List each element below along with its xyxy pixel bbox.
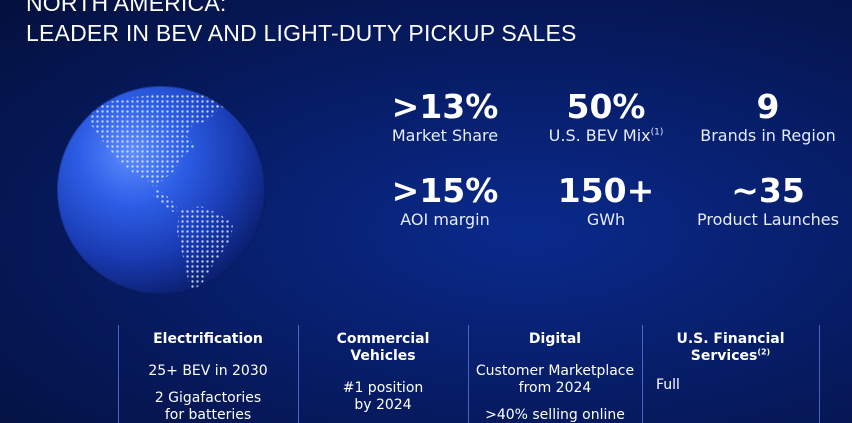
pillar-financial-services: U.S. Financial Services(2) Full: [642, 331, 819, 394]
divider: [118, 325, 119, 423]
metric-product-launches: ~35 Product Launches: [688, 172, 848, 230]
metric-market-share: >13% Market Share: [365, 88, 525, 146]
metrics-grid: >13% Market Share 50% U.S. BEV Mix(1) 9 …: [373, 88, 851, 248]
divider: [819, 325, 820, 423]
metric-value: 50%: [566, 87, 646, 126]
pillar-heading: Digital: [528, 331, 582, 347]
pillar-heading: Services(2): [690, 347, 771, 364]
metric-label: Market Share: [391, 126, 499, 145]
pillar-item: from 2024: [518, 380, 592, 396]
pillar-item: Customer Marketplace: [475, 363, 635, 379]
pillar-electrification: Electrification 25+ BEV in 2030 2 Gigafa…: [118, 331, 298, 423]
metric-bev-mix: 50% U.S. BEV Mix(1): [526, 88, 686, 146]
metric-aoi-margin: >15% AOI margin: [365, 172, 525, 230]
pillar-digital: Digital Customer Marketplace from 2024 >…: [468, 331, 642, 423]
metric-value: 9: [756, 87, 780, 126]
pillar-item: 25+ BEV in 2030: [148, 363, 268, 379]
page-title: NORTH AMERICA: LEADER IN BEV AND LIGHT-D…: [26, 0, 577, 48]
title-line-2: LEADER IN BEV AND LIGHT-DUTY PICKUP SALE…: [26, 20, 577, 46]
divider: [642, 325, 643, 423]
metric-label: U.S. BEV Mix(1): [548, 126, 664, 145]
metric-brands: 9 Brands in Region: [688, 88, 848, 146]
footnote-marker: (1): [650, 127, 664, 138]
pillar-item: >40% selling online: [485, 407, 625, 423]
metric-gwh: 150+ GWh: [526, 172, 686, 230]
pillar-commercial-vehicles: Commercial Vehicles #1 position by 2024: [298, 331, 468, 414]
metric-value: >15%: [391, 171, 499, 210]
globe-americas-icon: [55, 84, 267, 296]
pillars-row: Electrification 25+ BEV in 2030 2 Gigafa…: [118, 325, 820, 423]
metric-label: AOI margin: [400, 210, 490, 229]
pillar-heading: U.S. Financial: [676, 331, 785, 347]
pillar-item: #1 position: [342, 380, 424, 396]
metric-value: 150+: [557, 171, 655, 210]
footnote-marker: (2): [757, 347, 771, 357]
pillar-item: for batteries: [164, 407, 252, 423]
pillar-heading: Vehicles: [350, 348, 416, 364]
divider: [298, 325, 299, 423]
pillar-item: by 2024: [354, 397, 412, 413]
metric-value: ~35: [731, 171, 805, 210]
metric-label: Product Launches: [697, 210, 839, 229]
pillar-heading: Electrification: [153, 331, 263, 347]
pillar-item: 2 Gigafactories: [154, 390, 262, 406]
divider: [468, 325, 469, 423]
title-line-1: NORTH AMERICA:: [26, 0, 227, 16]
metric-label: Brands in Region: [700, 126, 836, 145]
pillar-item: Full: [656, 377, 680, 393]
pillar-heading: Commercial: [336, 331, 430, 347]
metric-label: GWh: [586, 210, 626, 229]
metric-value: >13%: [391, 87, 499, 126]
